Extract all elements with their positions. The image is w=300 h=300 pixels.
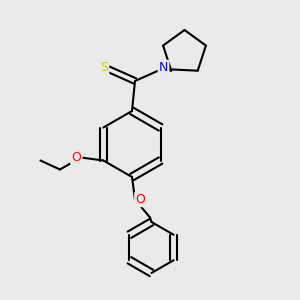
Text: S: S bbox=[100, 61, 108, 74]
Text: O: O bbox=[136, 193, 145, 206]
Text: N: N bbox=[159, 61, 168, 74]
Text: O: O bbox=[71, 151, 81, 164]
